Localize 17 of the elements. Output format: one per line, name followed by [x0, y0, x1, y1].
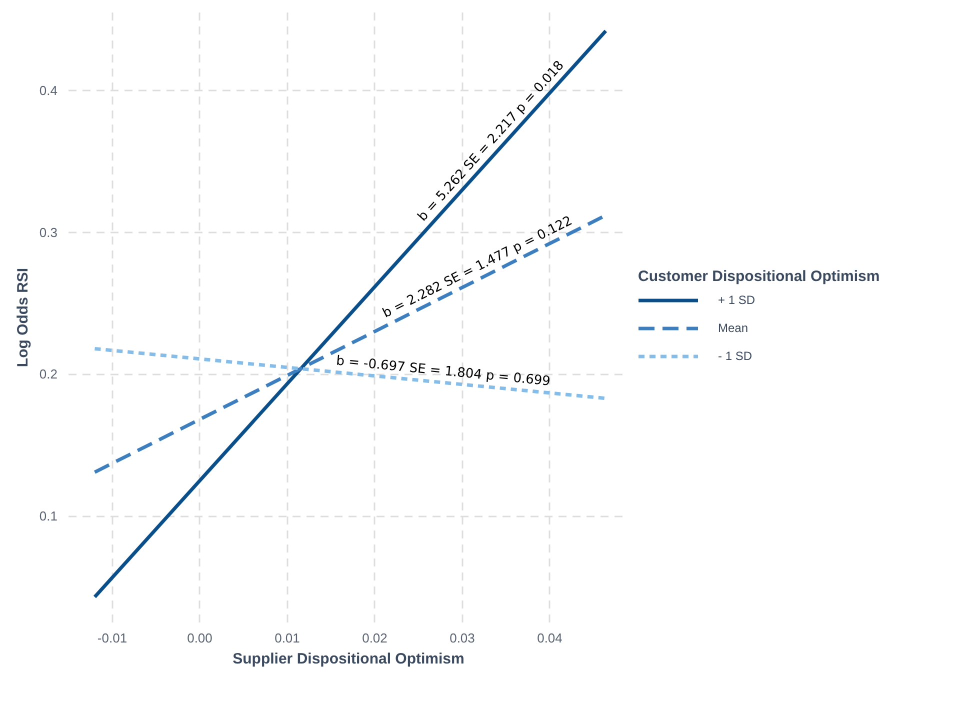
y-tick-label: 0.2	[39, 366, 58, 382]
x-tick-label: 0.02	[362, 630, 388, 646]
y-tick-label: 0.3	[39, 224, 58, 240]
legend-label: + 1 SD	[718, 293, 756, 307]
legend-label: - 1 SD	[718, 349, 752, 363]
y-tick-label: 0.4	[39, 83, 58, 98]
annotation: b = -0.697 SE = 1.804 p = 0.699	[335, 354, 551, 390]
legend-title: Customer Dispositional Optimism	[638, 268, 880, 285]
legend-label: Mean	[718, 321, 748, 335]
x-tick-label: 0.04	[537, 630, 562, 646]
x-axis-title: Supplier Dispositional Optimism	[232, 650, 464, 668]
y-tick-label: 0.1	[39, 508, 58, 524]
x-tick-label: 0.01	[274, 630, 300, 646]
x-tick-label: -0.01	[97, 630, 128, 646]
x-tick-label: 0.00	[187, 630, 212, 646]
y-axis-title: Log Odds RSI	[14, 268, 32, 368]
x-tick-label: 0.03	[450, 630, 475, 646]
